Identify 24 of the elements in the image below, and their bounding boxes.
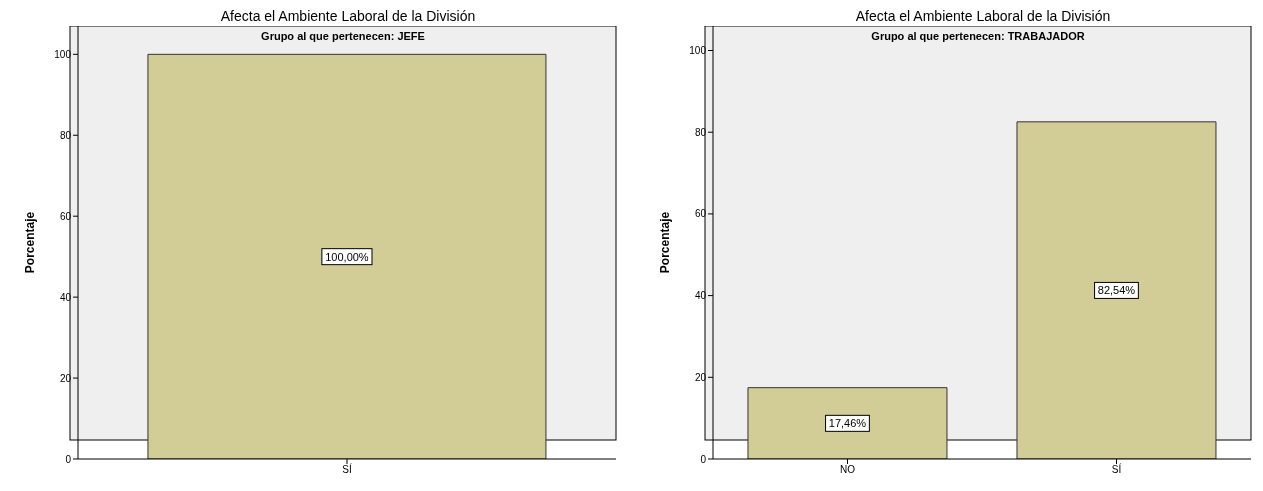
- y-axis-title: Porcentaje: [658, 211, 673, 274]
- y-axis-title: Porcentaje: [23, 211, 38, 274]
- y-tick-label: 60: [59, 210, 72, 222]
- y-tick-label: 40: [59, 291, 72, 303]
- data-label: 100,00%: [325, 250, 369, 263]
- chart-title: Afecta el Ambiente Laboral de la División: [854, 8, 1112, 26]
- y-tick-label: 100: [54, 48, 72, 60]
- data-label: 17,46%: [828, 417, 867, 430]
- chart-subtitle: Grupo al que pertenecen: JEFE: [261, 30, 425, 42]
- x-tick-label: NO: [840, 464, 856, 476]
- y-tick-label: 0: [65, 453, 72, 465]
- x-tick-label: SÍ: [1111, 463, 1122, 476]
- y-tick-label: 40: [694, 290, 707, 302]
- y-tick-label: 0: [700, 453, 707, 465]
- y-tick-label: 20: [59, 372, 72, 384]
- y-tick-label: 80: [59, 129, 72, 141]
- y-tick-label: 20: [694, 371, 707, 383]
- data-label: 82,54%: [1097, 284, 1136, 297]
- y-tick-label: 60: [694, 208, 707, 220]
- x-tick-label: SÍ: [342, 463, 352, 476]
- chart-subtitle: Grupo al que pertenecen: TRABAJADOR: [871, 30, 1085, 42]
- y-tick-label: 80: [694, 126, 707, 138]
- chart-title: Afecta el Ambiente Laboral de la División: [219, 8, 477, 26]
- y-tick-label: 100: [689, 45, 707, 57]
